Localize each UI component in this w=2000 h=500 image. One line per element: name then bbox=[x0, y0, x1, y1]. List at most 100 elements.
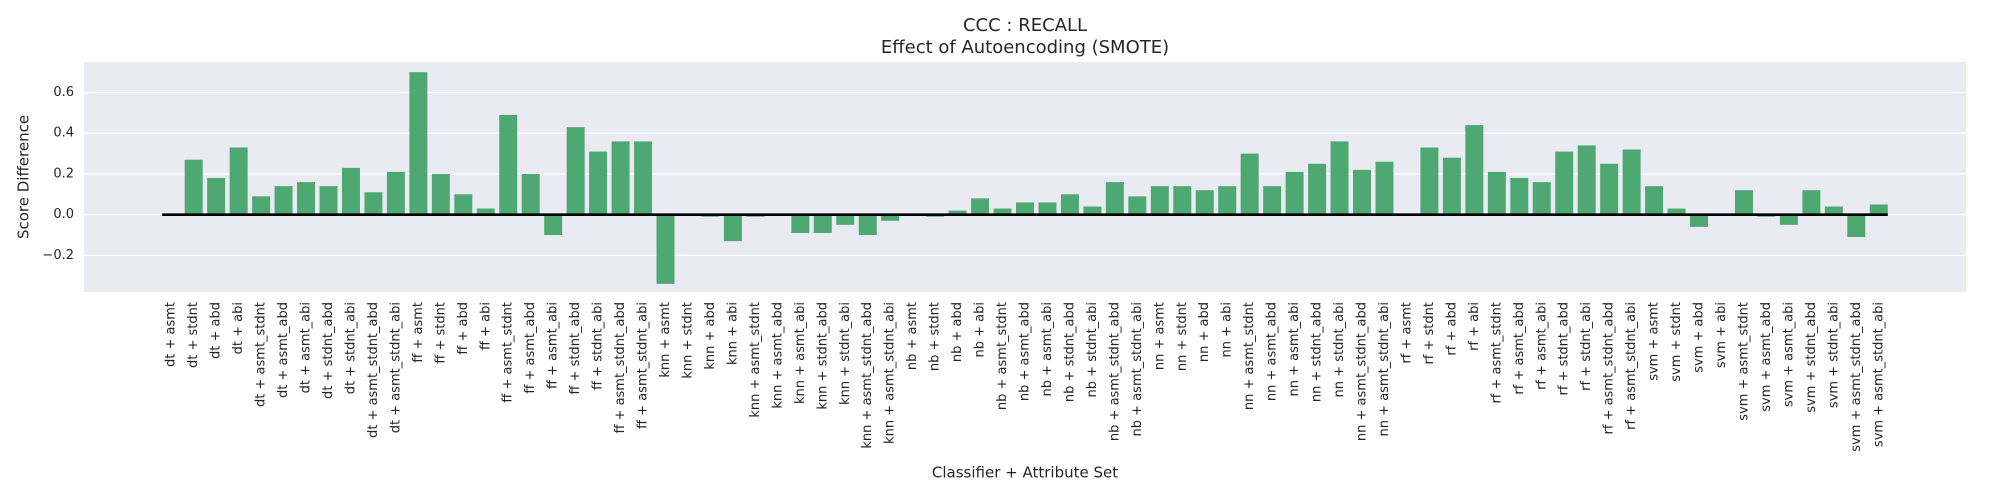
bar bbox=[1577, 145, 1596, 215]
bar bbox=[1690, 214, 1709, 227]
x-tick-label: svm + stdnt_abi bbox=[1826, 302, 1841, 408]
x-tick-label: knn + asmt_abi bbox=[793, 302, 808, 404]
x-tick-label: nn + stdnt_abi bbox=[1332, 302, 1347, 397]
y-axis-label: Score Difference bbox=[15, 115, 33, 239]
x-tick-label: nb + abd bbox=[950, 302, 965, 362]
x-tick-label: nb + asmt_stdnt_abd bbox=[1107, 302, 1122, 441]
bar bbox=[1779, 214, 1798, 225]
x-tick-label: rf + stdnt_abd bbox=[1557, 302, 1572, 396]
y-tick-label: 0.0 bbox=[53, 207, 74, 222]
bar bbox=[1465, 125, 1484, 215]
x-tick-label: ff + abi bbox=[478, 302, 493, 350]
bar bbox=[634, 141, 653, 215]
bar bbox=[499, 114, 518, 215]
bar bbox=[836, 214, 855, 225]
x-tick-label: rf + asmt_abi bbox=[1534, 302, 1549, 390]
x-tick-label: nn + stdnt_abd bbox=[1310, 302, 1325, 402]
bar bbox=[1442, 157, 1461, 215]
x-tick-label: nb + abi bbox=[973, 302, 988, 357]
bar bbox=[858, 214, 877, 236]
bar bbox=[1105, 182, 1124, 215]
x-tick-label: nn + asmt_stdnt_abd bbox=[1355, 302, 1370, 441]
bar bbox=[1869, 204, 1888, 215]
bar bbox=[1622, 149, 1641, 215]
x-tick-label: knn + asmt bbox=[658, 302, 673, 378]
x-tick-label: nb + asmt_stdnt bbox=[995, 302, 1010, 410]
bar bbox=[364, 192, 383, 215]
bar bbox=[1285, 171, 1304, 215]
bar bbox=[1375, 161, 1394, 215]
y-tick-label: 0.4 bbox=[53, 126, 74, 141]
x-tick-label: ff + stdnt bbox=[433, 302, 448, 364]
x-tick-label: knn + abd bbox=[703, 302, 718, 370]
x-tick-label: svm + asmt_abd bbox=[1759, 302, 1774, 412]
x-tick-label: knn + asmt_stdnt bbox=[748, 302, 763, 418]
bar bbox=[207, 178, 226, 215]
bar bbox=[1060, 194, 1079, 215]
x-tick-label: knn + stdnt_abi bbox=[838, 302, 853, 405]
x-tick-label: rf + abd bbox=[1444, 302, 1459, 356]
plot-area bbox=[84, 62, 1966, 292]
x-tick-label: rf + stdnt bbox=[1422, 302, 1437, 365]
x-tick-label: svm + abi bbox=[1714, 302, 1729, 368]
x-tick-label: ff + asmt_abd bbox=[523, 302, 538, 394]
x-tick-label: nb + stdnt_abd bbox=[1062, 302, 1077, 402]
x-tick-label: nn + asmt_abi bbox=[1287, 302, 1302, 396]
bar bbox=[544, 214, 563, 236]
x-tick-label: knn + abi bbox=[725, 302, 740, 365]
bar bbox=[589, 151, 608, 215]
x-tick-label: svm + asmt_stdnt_abi bbox=[1871, 302, 1886, 447]
bar bbox=[566, 127, 585, 215]
bar bbox=[341, 167, 360, 215]
bar bbox=[948, 210, 967, 215]
bar bbox=[971, 198, 990, 215]
x-tick-label: ff + stdnt_abd bbox=[568, 302, 583, 395]
x-tick-label: rf + stdnt_abi bbox=[1579, 302, 1594, 391]
x-tick-label: nb + asmt_abi bbox=[1040, 302, 1055, 396]
bar bbox=[319, 186, 338, 215]
x-tick-label: nb + asmt_stdnt_abi bbox=[1130, 302, 1145, 436]
bar bbox=[1420, 147, 1439, 215]
x-tick-label: dt + abi bbox=[231, 302, 246, 354]
x-tick-label: knn + stdnt_abd bbox=[815, 302, 830, 410]
bar bbox=[1150, 186, 1169, 215]
x-tick-label: dt + stdnt bbox=[186, 302, 201, 368]
x-tick-label: nn + asmt_stdnt bbox=[1242, 302, 1257, 410]
bar bbox=[1510, 178, 1529, 215]
labels: −0.2 0.0 0.2 0.4 0.6 dt + asmt dt + stdnt dt + … bbox=[42, 85, 1886, 452]
bar bbox=[1353, 169, 1371, 215]
bar bbox=[1824, 206, 1843, 215]
bar bbox=[521, 173, 540, 215]
bar bbox=[1645, 186, 1664, 215]
x-tick-label: knn + asmt_stdnt_abd bbox=[860, 302, 875, 449]
x-tick-label: svm + stdnt_abd bbox=[1804, 302, 1819, 413]
chart-subtitle: Effect of Autoencoding (SMOTE) bbox=[881, 37, 1169, 58]
x-tick-label: svm + asmt_abi bbox=[1781, 302, 1796, 407]
x-tick-label: nb + stdnt bbox=[928, 302, 943, 371]
bar bbox=[1555, 151, 1574, 215]
y-tick-label: 0.6 bbox=[53, 85, 74, 100]
x-tick-label: ff + asmt bbox=[411, 302, 426, 363]
x-tick-label: nb + stdnt_abi bbox=[1085, 302, 1100, 397]
x-tick-label: dt + asmt_stdnt_abd bbox=[366, 302, 381, 438]
x-axis-label: Classifier + Attribute Set bbox=[932, 464, 1118, 482]
bar bbox=[386, 171, 405, 215]
x-tick-label: nn + asmt_abd bbox=[1265, 302, 1280, 401]
bar bbox=[1532, 182, 1551, 215]
bar bbox=[184, 159, 203, 215]
bar bbox=[813, 214, 832, 233]
bar bbox=[454, 194, 473, 215]
x-tick-label: ff + asmt_stdnt bbox=[501, 302, 516, 403]
bar bbox=[1308, 163, 1327, 215]
y-tick-label: 0.2 bbox=[53, 166, 74, 181]
bar bbox=[1487, 171, 1506, 215]
x-tick-label: rf + asmt_stdnt_abi bbox=[1624, 302, 1639, 430]
bar bbox=[229, 147, 248, 215]
chart-title: CCC : RECALL bbox=[963, 15, 1087, 36]
bar bbox=[1847, 214, 1866, 238]
bar bbox=[1083, 206, 1102, 215]
bar bbox=[656, 214, 675, 284]
bar bbox=[1218, 186, 1237, 215]
x-tick-label: rf + asmt_stdnt bbox=[1489, 302, 1504, 404]
x-tick-label: nb + asmt_abd bbox=[1018, 302, 1033, 401]
